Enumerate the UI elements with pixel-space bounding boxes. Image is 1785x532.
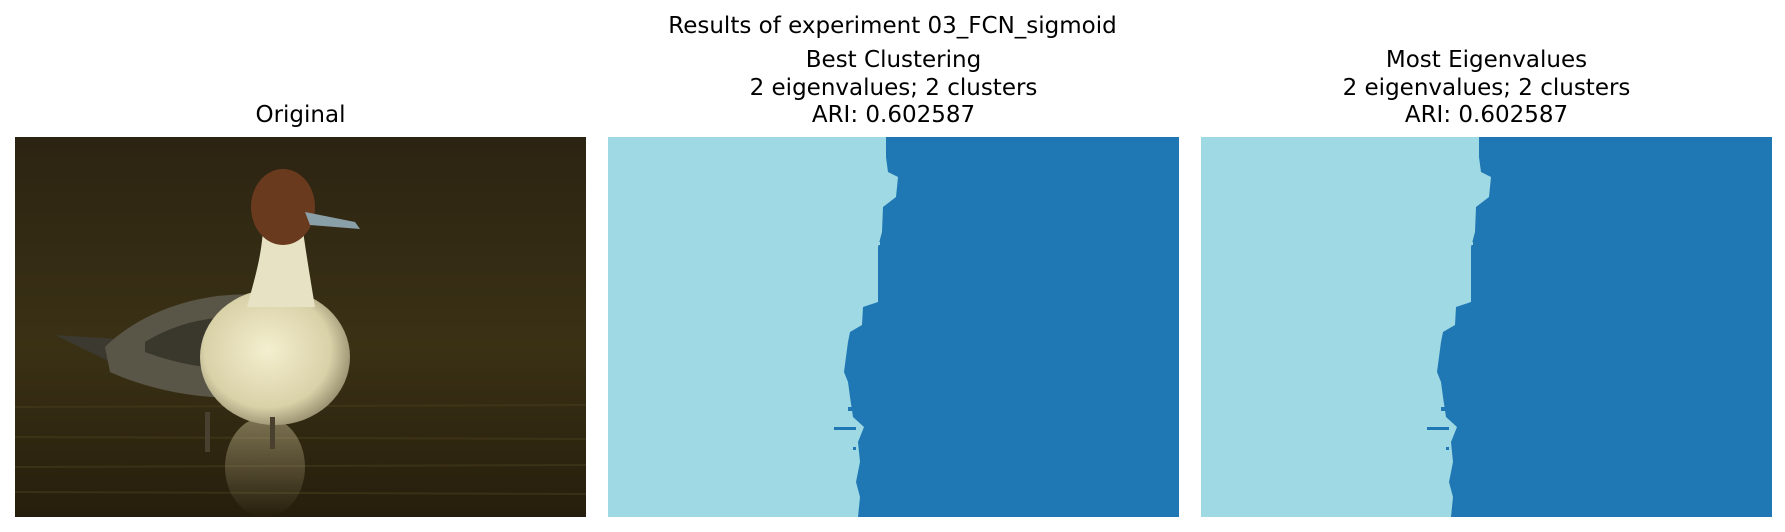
duck-leg	[205, 412, 210, 452]
original-photo	[15, 137, 586, 517]
panel-title: Best Clustering 2 eigenvalues; 2 cluster…	[608, 47, 1179, 130]
panel-title-line: Best Clustering	[805, 47, 982, 73]
duck-bill	[305, 212, 360, 229]
panel-title-line: Original	[255, 102, 346, 128]
panel-title-line: Most Eigenvalues	[1385, 47, 1588, 73]
cluster-map	[608, 137, 1179, 517]
panel-title-line: ARI: 0.602587	[811, 102, 976, 128]
panel-title-line: 2 eigenvalues; 2 clusters	[1342, 74, 1631, 101]
panel-title-line: 2 eigenvalues; 2 clusters	[749, 74, 1038, 101]
cluster-region-dark	[1437, 137, 1772, 517]
panel-title: Most Eigenvalues 2 eigenvalues; 2 cluste…	[1201, 47, 1772, 130]
panel-title-line: ARI: 0.602587	[1404, 102, 1569, 128]
cluster-region-dark	[844, 137, 1179, 517]
duck-leg	[270, 417, 275, 449]
duck-breast	[200, 289, 350, 425]
figure-suptitle: Results of experiment 03_FCN_sigmoid	[668, 13, 1117, 39]
duck-head	[251, 169, 315, 245]
water-reflection	[225, 417, 305, 517]
cluster-map	[1201, 137, 1772, 517]
panel-title: Original	[15, 102, 586, 130]
